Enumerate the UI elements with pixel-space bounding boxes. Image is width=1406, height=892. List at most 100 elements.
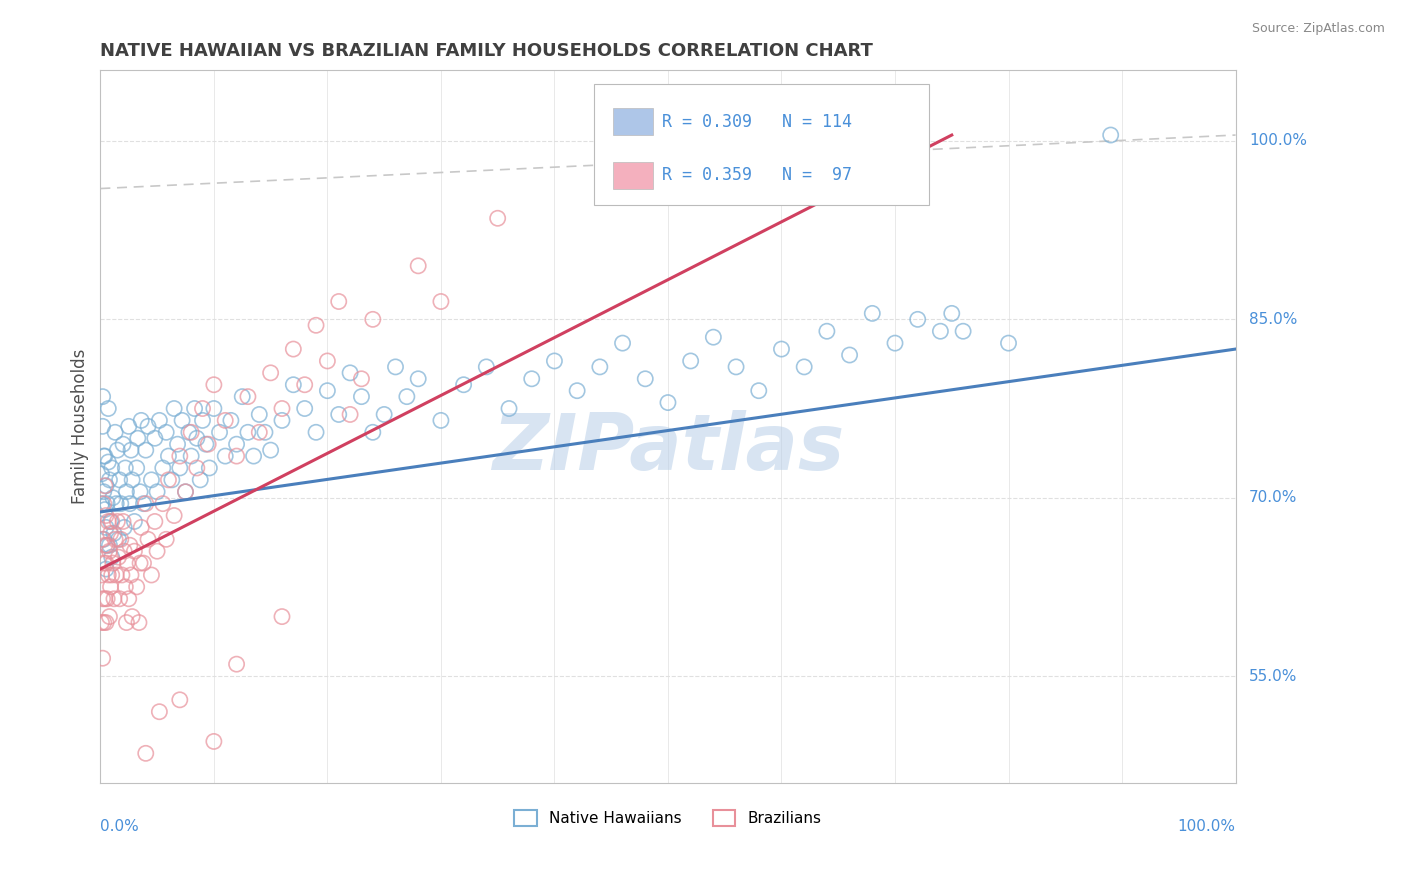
Point	[157, 473, 180, 487]
Point	[305, 425, 328, 440]
Text: 0.0%: 0.0%	[100, 819, 139, 834]
Point	[120, 443, 142, 458]
Point	[247, 408, 270, 422]
Point	[100, 568, 122, 582]
Point	[94, 508, 117, 523]
Point	[294, 377, 316, 392]
Point	[143, 431, 166, 445]
Point	[103, 591, 125, 606]
Point	[283, 342, 305, 356]
Point	[283, 377, 305, 392]
Point	[94, 449, 117, 463]
Point	[121, 609, 143, 624]
Point	[350, 390, 373, 404]
Point	[152, 461, 174, 475]
Point	[118, 419, 141, 434]
Point	[271, 609, 294, 624]
Point	[361, 312, 384, 326]
Point	[214, 449, 236, 463]
Point	[271, 413, 294, 427]
Point	[94, 520, 117, 534]
Point	[118, 497, 141, 511]
Point	[612, 336, 634, 351]
Point	[94, 556, 117, 570]
Point	[160, 473, 183, 487]
Point	[96, 538, 118, 552]
Point	[174, 484, 197, 499]
Point	[486, 211, 509, 226]
Point	[97, 401, 120, 416]
Point	[166, 437, 188, 451]
Point	[543, 354, 565, 368]
Point	[202, 401, 225, 416]
Point	[183, 401, 205, 416]
Point	[90, 615, 112, 630]
Point	[111, 568, 134, 582]
Text: R = 0.359   N =  97: R = 0.359 N = 97	[662, 166, 852, 185]
Point	[98, 609, 121, 624]
Point	[634, 372, 657, 386]
Point	[186, 431, 208, 445]
Text: NATIVE HAWAIIAN VS BRAZILIAN FAMILY HOUSEHOLDS CORRELATION CHART: NATIVE HAWAIIAN VS BRAZILIAN FAMILY HOUS…	[100, 42, 873, 60]
Point	[815, 324, 838, 338]
Point	[118, 591, 141, 606]
Point	[94, 479, 117, 493]
Point	[117, 556, 139, 570]
Point	[121, 473, 143, 487]
Point	[93, 497, 115, 511]
Point	[316, 354, 339, 368]
Point	[94, 538, 117, 552]
Point	[247, 425, 270, 440]
Point	[107, 550, 129, 565]
Point	[225, 437, 247, 451]
Point	[101, 491, 124, 505]
FancyBboxPatch shape	[613, 161, 654, 189]
Point	[225, 657, 247, 672]
Point	[93, 615, 115, 630]
Point	[259, 366, 281, 380]
Point	[236, 425, 259, 440]
Point	[112, 520, 135, 534]
Point	[110, 533, 132, 547]
Text: Source: ZipAtlas.com: Source: ZipAtlas.com	[1251, 22, 1385, 36]
Point	[100, 515, 122, 529]
Point	[94, 591, 117, 606]
Point	[112, 515, 135, 529]
Point	[907, 312, 929, 326]
Point	[191, 401, 214, 416]
Text: 70.0%: 70.0%	[1249, 491, 1298, 505]
Point	[90, 497, 112, 511]
Point	[202, 734, 225, 748]
Point	[305, 318, 328, 333]
Point	[120, 568, 142, 582]
Point	[112, 544, 135, 558]
Point	[242, 449, 264, 463]
Point	[96, 538, 118, 552]
Point	[198, 461, 221, 475]
Point	[98, 538, 121, 552]
Point	[91, 390, 114, 404]
Point	[105, 515, 128, 529]
Point	[838, 348, 860, 362]
Point	[107, 533, 129, 547]
Point	[259, 443, 281, 458]
Point	[91, 651, 114, 665]
Point	[129, 520, 152, 534]
Point	[180, 449, 202, 463]
Point	[135, 497, 157, 511]
Text: 55.0%: 55.0%	[1249, 668, 1298, 683]
Point	[884, 336, 907, 351]
Point	[146, 484, 169, 499]
Point	[163, 401, 186, 416]
Text: 100.0%: 100.0%	[1178, 819, 1236, 834]
Point	[91, 591, 114, 606]
Point	[141, 473, 163, 487]
Point	[406, 372, 429, 386]
Point	[155, 425, 177, 440]
Point	[498, 401, 520, 416]
Point	[98, 544, 121, 558]
Point	[104, 533, 127, 547]
Point	[194, 437, 217, 451]
Point	[93, 484, 115, 499]
Point	[169, 693, 191, 707]
